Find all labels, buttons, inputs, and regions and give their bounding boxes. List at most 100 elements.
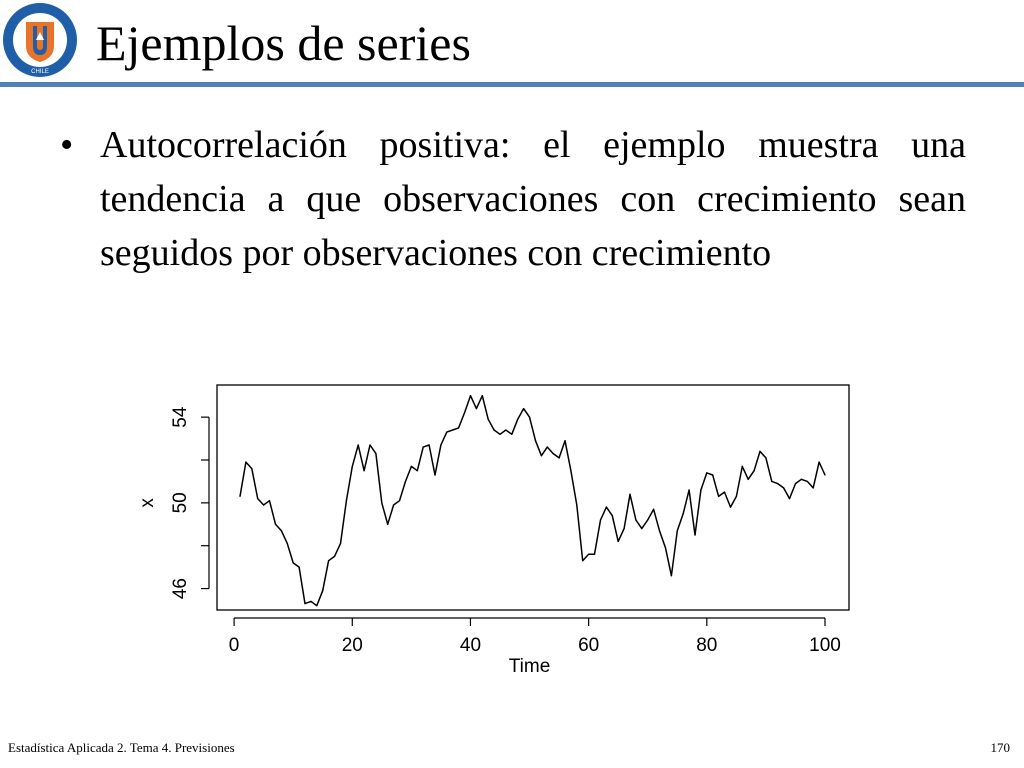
- data-point: [694, 534, 696, 536]
- data-point: [475, 408, 477, 410]
- data-point: [629, 493, 631, 495]
- data-point: [333, 555, 336, 557]
- data-points: [239, 395, 826, 607]
- x-tick-label: 20: [342, 635, 363, 656]
- x-tick-label: 0: [229, 635, 240, 656]
- data-point: [599, 519, 602, 521]
- data-point: [664, 547, 667, 549]
- data-point: [458, 427, 460, 429]
- data-point: [788, 498, 791, 500]
- data-point: [286, 543, 288, 545]
- data-point: [339, 543, 342, 545]
- data-point: [653, 508, 655, 510]
- data-point: [416, 470, 418, 472]
- data-point: [570, 470, 572, 472]
- series-line: [239, 394, 826, 607]
- data-point: [434, 474, 436, 476]
- data-point: [363, 470, 365, 472]
- x-tick-label: 100: [809, 635, 841, 656]
- data-point: [257, 498, 259, 500]
- data-point: [688, 489, 690, 491]
- data-point: [393, 504, 395, 506]
- university-logo: CHILE: [3, 3, 77, 77]
- data-point: [641, 528, 643, 530]
- data-point: [280, 530, 282, 532]
- data-point: [617, 540, 619, 542]
- data-point: [552, 453, 554, 455]
- data-point: [316, 605, 318, 607]
- data-point: [517, 418, 519, 420]
- data-point: [783, 487, 785, 489]
- data-point: [428, 444, 430, 446]
- data-point: [741, 465, 743, 467]
- data-point: [499, 433, 501, 435]
- data-point: [588, 553, 590, 555]
- data-point: [463, 412, 466, 414]
- x-tick-label: 60: [578, 635, 599, 656]
- data-point: [729, 506, 732, 508]
- data-point: [345, 500, 347, 502]
- data-point: [440, 444, 442, 446]
- data-point: [292, 562, 294, 564]
- data-point: [369, 444, 371, 446]
- data-point: [310, 600, 312, 602]
- logo-star: [36, 32, 44, 40]
- y-tick-label: 46: [170, 578, 191, 599]
- data-point: [682, 513, 684, 515]
- data-point: [824, 474, 826, 476]
- logo-text: CHILE: [31, 69, 49, 75]
- data-point: [381, 502, 383, 504]
- plot-frame: [216, 384, 850, 611]
- logo-shield: [26, 22, 54, 62]
- page-number: 170: [990, 740, 1011, 755]
- data-point: [676, 530, 678, 532]
- data-point: [723, 491, 726, 493]
- y-tick-label: 50: [170, 492, 191, 513]
- data-point: [268, 500, 271, 502]
- data-point: [274, 523, 277, 525]
- data-point: [706, 472, 708, 474]
- data-point: [304, 603, 306, 605]
- bullet-point: • Autocorrelación positiva: el ejemplo m…: [60, 118, 966, 280]
- data-point: [540, 455, 542, 457]
- data-point: [777, 483, 779, 485]
- data-point: [387, 523, 389, 525]
- data-point: [239, 495, 241, 497]
- data-point: [534, 440, 537, 442]
- data-point: [422, 446, 424, 448]
- data-point: [481, 395, 483, 397]
- data-point: [753, 470, 755, 472]
- axes: 0 20 40 60 80 100 46 50 54: [170, 406, 841, 656]
- data-point: [493, 429, 495, 431]
- data-point: [747, 478, 749, 480]
- data-point: [251, 468, 253, 470]
- data-point: [611, 515, 613, 517]
- data-point: [794, 483, 797, 485]
- data-point: [410, 465, 412, 467]
- footer-course-label: Estadística Aplicada 2. Tema 4. Previsio…: [8, 740, 235, 755]
- x-tick-label: 40: [460, 635, 481, 656]
- x-tick-label: 80: [696, 635, 717, 656]
- data-point: [469, 395, 472, 397]
- data-point: [582, 560, 584, 562]
- time-series-chart: 0 20 40 60 80 100 46 50 54 Time x: [137, 384, 850, 677]
- data-point: [593, 553, 596, 555]
- data-point: [564, 440, 566, 442]
- data-point: [446, 431, 448, 433]
- data-point: [818, 461, 820, 463]
- data-point: [245, 461, 247, 463]
- data-point: [357, 444, 359, 446]
- data-point: [298, 566, 300, 568]
- data-point: [263, 504, 265, 506]
- data-point: [759, 450, 761, 452]
- data-point: [800, 478, 803, 480]
- data-point: [576, 504, 578, 506]
- data-point: [375, 453, 377, 455]
- x-axis-label: Time: [509, 656, 551, 677]
- data-point: [700, 489, 702, 491]
- data-point: [505, 429, 507, 431]
- data-point: [712, 474, 714, 476]
- data-point: [806, 480, 808, 482]
- data-point: [718, 495, 720, 497]
- data-point: [558, 457, 560, 459]
